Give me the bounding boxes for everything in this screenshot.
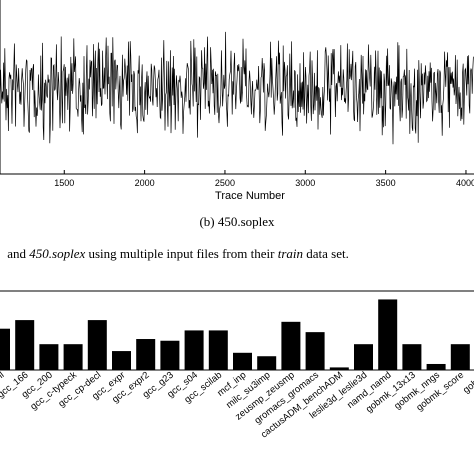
trace-line (0, 31, 474, 145)
bar-zeusmp-zeusmp (281, 321, 301, 370)
bar-gcc-s04 (184, 330, 204, 370)
bar-namd-namd (378, 299, 398, 370)
bar-mcf-inp (233, 352, 252, 370)
bar-gcc-c-typeck (63, 344, 83, 370)
bar-k-html (0, 328, 10, 370)
line-chart-tick-label: 2000 (135, 178, 155, 188)
bar-milc-su3imp (257, 356, 277, 370)
bar-gcc-expr (112, 351, 131, 370)
bar-series (0, 299, 470, 370)
bar-leslie3d-leslie3d (354, 344, 373, 370)
bar-gromacs-gromacs (305, 332, 325, 370)
body-text-c: using multiple input files from their (85, 246, 277, 261)
body-text-b: 450.soplex (29, 246, 85, 261)
line-chart-x-ticks: 1500 2000 2500 3000 3500 4000 (54, 170, 474, 188)
line-chart-tick-label: 3500 (376, 178, 396, 188)
line-chart-tick-label: 2500 (215, 178, 235, 188)
line-chart-tick-label: 1500 (54, 178, 74, 188)
bar-gcc-166 (15, 320, 35, 370)
line-chart-xlabel: Trace Number (215, 190, 285, 202)
bar-category-label: gobmk (461, 370, 474, 396)
bar-gobmk-13x13 (402, 344, 422, 370)
line-chart-tick-label: 4000 (456, 178, 474, 188)
bar-gcc-200 (39, 344, 59, 370)
bar-gcc-scilab (208, 330, 228, 370)
bar-chart: k_htmlgcc_166gcc_200gcc_c-typeckgcc_cp-d… (0, 290, 474, 441)
bar-gcc-expr2 (136, 339, 156, 370)
line-chart: 1500 2000 2500 3000 3500 4000 Trace Number (0, 0, 474, 202)
bar-gcc-g23 (160, 340, 180, 370)
bar-gobmk-nngs (426, 363, 446, 370)
bar-gcc-cp-decl (87, 320, 107, 370)
body-text-a: and (4, 246, 29, 261)
bar-gobmk-score (450, 344, 470, 370)
bar-category-labels: k_htmlgcc_166gcc_200gcc_c-typeckgcc_cp-d… (0, 370, 474, 441)
bar-cactusadm-benchadm (329, 367, 349, 370)
body-text-e: data set. (303, 246, 349, 261)
line-chart-tick-label: 3000 (295, 178, 315, 188)
body-text-d: train (278, 246, 303, 261)
subfigure-caption: (b) 450.soplex (199, 214, 275, 229)
body-text-line: and 450.soplex using multiple input file… (4, 246, 349, 261)
